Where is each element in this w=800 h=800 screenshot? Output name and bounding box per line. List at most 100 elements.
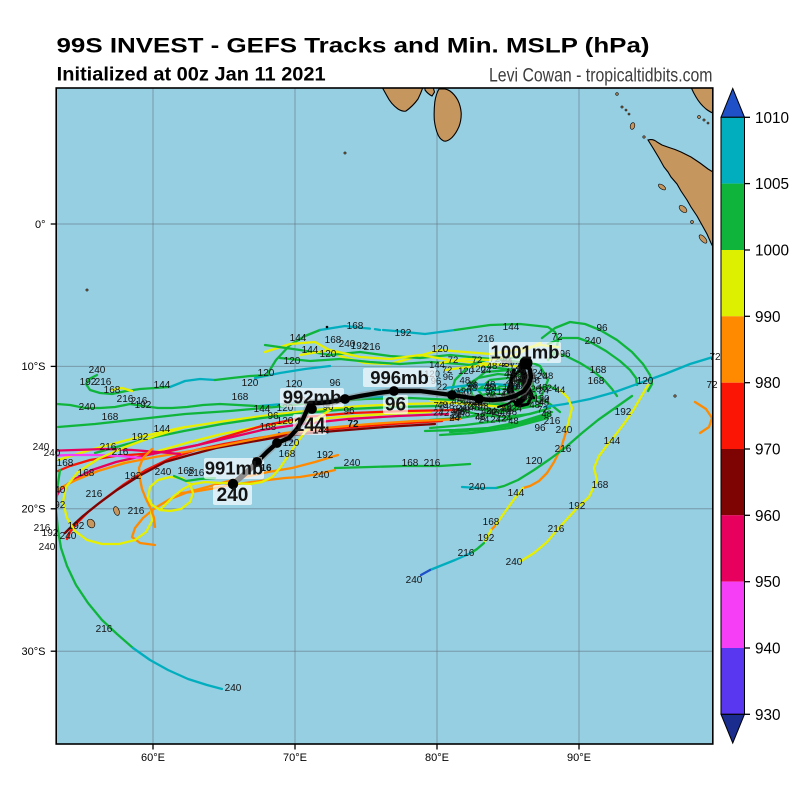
svg-text:168: 168	[347, 321, 364, 332]
svg-text:96: 96	[485, 387, 496, 398]
svg-text:72: 72	[709, 352, 721, 363]
svg-text:24: 24	[547, 383, 558, 394]
svg-text:24: 24	[517, 373, 528, 384]
svg-text:216: 216	[188, 468, 205, 479]
svg-text:24: 24	[486, 406, 497, 417]
svg-text:120: 120	[502, 382, 518, 393]
svg-text:20°S: 20°S	[22, 504, 46, 516]
svg-text:48: 48	[500, 408, 511, 419]
svg-text:72: 72	[347, 419, 359, 430]
svg-text:72: 72	[510, 361, 521, 372]
svg-text:168: 168	[483, 517, 500, 528]
svg-text:22: 22	[437, 382, 448, 393]
svg-text:168: 168	[57, 458, 74, 469]
svg-text:96: 96	[596, 323, 608, 334]
svg-text:10°S: 10°S	[22, 361, 46, 373]
svg-text:192: 192	[351, 341, 368, 352]
svg-text:216: 216	[364, 342, 381, 353]
svg-text:240: 240	[556, 425, 573, 436]
svg-text:192: 192	[68, 521, 85, 532]
svg-text:96: 96	[385, 395, 406, 416]
svg-text:48: 48	[502, 404, 513, 415]
svg-text:240: 240	[585, 336, 602, 347]
svg-text:240: 240	[313, 470, 330, 481]
svg-text:72: 72	[434, 401, 445, 412]
svg-text:48: 48	[516, 380, 527, 391]
svg-text:960: 960	[755, 508, 781, 525]
svg-text:24: 24	[451, 410, 462, 421]
svg-text:120: 120	[458, 366, 474, 377]
svg-text:48: 48	[541, 409, 552, 420]
svg-text:48: 48	[515, 382, 526, 393]
svg-text:168: 168	[402, 458, 419, 469]
svg-text:48: 48	[529, 376, 540, 387]
svg-text:72: 72	[439, 408, 450, 419]
svg-text:240: 240	[406, 575, 423, 586]
svg-text:192: 192	[132, 432, 149, 443]
svg-text:99S INVEST - GEFS Tracks and M: 99S INVEST - GEFS Tracks and Min. MSLP (…	[57, 34, 650, 57]
svg-text:192: 192	[125, 471, 142, 482]
svg-text:144: 144	[508, 488, 525, 499]
svg-text:48: 48	[455, 407, 466, 418]
svg-text:216: 216	[548, 524, 565, 535]
svg-text:80°E: 80°E	[425, 752, 449, 764]
svg-text:240: 240	[79, 402, 96, 413]
svg-text:48: 48	[468, 380, 479, 391]
svg-text:24: 24	[502, 359, 513, 370]
svg-text:970: 970	[755, 442, 781, 459]
svg-text:192: 192	[317, 450, 334, 461]
svg-text:24: 24	[506, 375, 517, 386]
svg-text:48: 48	[489, 407, 500, 418]
svg-text:240: 240	[60, 531, 77, 542]
svg-text:72: 72	[473, 402, 484, 413]
svg-text:72: 72	[442, 365, 453, 376]
svg-text:24: 24	[511, 403, 522, 414]
svg-text:216: 216	[131, 396, 148, 407]
svg-text:48: 48	[522, 391, 533, 402]
svg-text:120: 120	[496, 387, 512, 398]
svg-text:120: 120	[514, 374, 530, 385]
svg-text:192: 192	[478, 533, 495, 544]
svg-text:48: 48	[485, 380, 496, 391]
svg-text:120: 120	[242, 378, 259, 389]
svg-text:96: 96	[534, 423, 546, 434]
svg-text:192: 192	[395, 328, 412, 339]
svg-text:144: 144	[429, 360, 445, 371]
svg-text:120: 120	[470, 364, 486, 375]
svg-text:144: 144	[254, 404, 271, 415]
svg-text:192: 192	[42, 528, 59, 539]
svg-text:168: 168	[325, 335, 342, 346]
svg-text:24: 24	[501, 413, 512, 424]
svg-text:48: 48	[504, 369, 515, 380]
svg-text:24: 24	[481, 365, 492, 376]
svg-text:216: 216	[96, 624, 113, 635]
svg-text:1005: 1005	[755, 176, 789, 193]
svg-text:48: 48	[460, 408, 471, 419]
svg-text:24: 24	[538, 386, 549, 397]
svg-text:168: 168	[279, 449, 296, 460]
svg-text:240: 240	[89, 365, 106, 376]
svg-text:70°E: 70°E	[283, 752, 307, 764]
svg-text:168: 168	[590, 365, 607, 376]
svg-text:216: 216	[555, 444, 572, 455]
svg-text:48: 48	[499, 359, 510, 370]
svg-text:216: 216	[424, 458, 441, 469]
svg-text:144: 144	[294, 415, 326, 436]
svg-text:48: 48	[523, 392, 534, 403]
svg-text:48: 48	[460, 375, 471, 386]
svg-text:930: 930	[755, 707, 781, 724]
svg-text:48: 48	[507, 407, 518, 418]
svg-text:168: 168	[104, 385, 121, 396]
svg-text:120: 120	[432, 344, 449, 355]
svg-text:144: 144	[313, 426, 330, 437]
svg-text:950: 950	[755, 574, 781, 591]
svg-text:48: 48	[452, 396, 463, 407]
svg-text:192: 192	[135, 400, 152, 411]
svg-text:96: 96	[267, 411, 279, 422]
svg-text:44: 44	[555, 385, 566, 396]
svg-text:48: 48	[487, 361, 498, 372]
svg-text:240: 240	[469, 482, 486, 493]
svg-text:48: 48	[539, 397, 550, 408]
svg-text:240: 240	[225, 683, 242, 694]
svg-text:990: 990	[755, 309, 781, 326]
